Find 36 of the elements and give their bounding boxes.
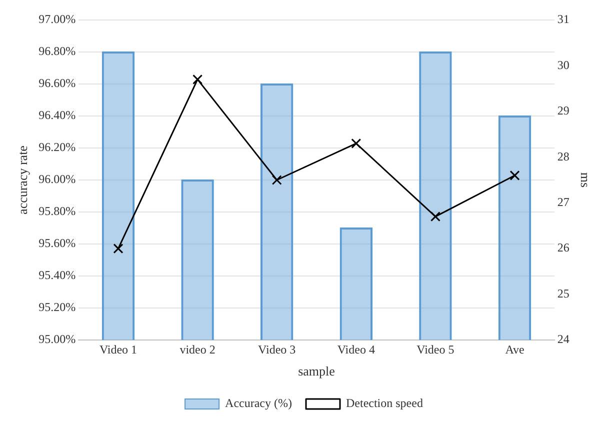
y-tick-label: 95.60% xyxy=(38,236,76,250)
point xyxy=(351,138,362,148)
y-tick-label: 95.40% xyxy=(38,268,76,282)
x-tick-label: Video 5 xyxy=(416,342,454,356)
y-tick-label: 96.40% xyxy=(38,108,76,122)
x-tick-label: Video 3 xyxy=(258,342,296,356)
y2-tick-label: 27 xyxy=(557,195,570,210)
y-tick-label: 95.00% xyxy=(38,332,76,346)
legend-label: Detection speed xyxy=(346,396,423,410)
point xyxy=(192,74,203,84)
point xyxy=(113,244,124,254)
x-tick-label: Ave xyxy=(505,342,524,356)
x-tick-label: video 2 xyxy=(180,342,216,356)
y-tick-label: 95.20% xyxy=(38,300,76,314)
point xyxy=(510,170,520,180)
y-tick-label: 95.80% xyxy=(38,204,76,218)
x-axis-title: sample xyxy=(298,364,336,379)
legend-label: Accuracy (%) xyxy=(225,396,292,410)
y2-axis-title: ms xyxy=(578,172,593,188)
point xyxy=(430,212,440,222)
point xyxy=(272,175,282,185)
y-axis-title: accuracy rate xyxy=(15,145,30,214)
y2-tick-label: 31 xyxy=(557,12,570,26)
y-tick-label: 96.60% xyxy=(38,76,76,90)
y-tick-label: 96.20% xyxy=(38,140,76,154)
y-tick-label: 96.80% xyxy=(38,44,76,58)
y2-tick-label: 24 xyxy=(557,332,570,346)
x-tick-label: Video 4 xyxy=(337,342,375,356)
x-tick-label: Video 1 xyxy=(99,342,138,356)
y2-tick-label: 28 xyxy=(557,149,570,164)
y-tick-label: 96.00% xyxy=(38,172,76,186)
y-tick-label: 97.00% xyxy=(38,12,76,26)
y2-tick-label: 30 xyxy=(557,58,570,72)
y2-tick-label: 29 xyxy=(557,104,570,118)
y2-tick-label: 25 xyxy=(557,286,570,300)
y2-tick-label: 26 xyxy=(557,240,570,255)
